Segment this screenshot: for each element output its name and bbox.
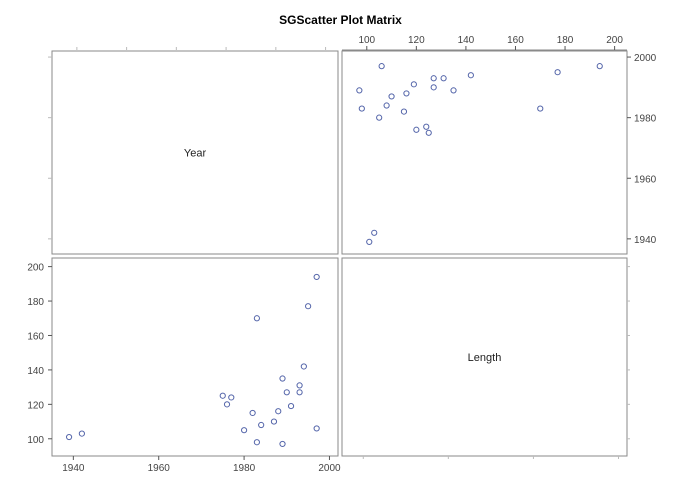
bottom-axis-tick-label: 1960: [148, 463, 171, 474]
scatter-point-length-vs-year: [554, 69, 561, 76]
top-axis-tick-label: 200: [606, 35, 623, 46]
bottom-axis-tick-label: 2000: [318, 463, 341, 474]
scatter-point-length-vs-year: [358, 105, 365, 112]
scatter-point-length-vs-year: [425, 129, 432, 136]
scatter-point-year-vs-length: [275, 408, 282, 415]
scatter-point-year-vs-length: [258, 421, 265, 429]
scatter-point-length-vs-year: [366, 238, 373, 245]
scatter-point-length-vs-year: [356, 87, 363, 94]
right-axis-tick-label: 2000: [634, 53, 657, 64]
scatter-point-year-vs-length: [270, 418, 278, 425]
scatter-point-year-vs-length: [240, 427, 248, 434]
scatter-point-length-vs-year: [378, 63, 385, 70]
scatter-point-year-vs-length: [300, 363, 307, 370]
scatter-point-length-vs-year: [388, 93, 395, 100]
scatter-point-year-vs-length: [313, 425, 320, 432]
panel-frame-bl: [51, 257, 339, 457]
bottom-axis-tick-label: 1980: [233, 463, 256, 474]
top-axis-tick-label: 140: [458, 35, 475, 46]
scatter-point-year-vs-length: [223, 401, 231, 408]
top-axis-tick-label: 180: [557, 35, 574, 46]
left-axis-tick-label: 160: [27, 331, 44, 342]
scatter-point-year-vs-length: [296, 389, 303, 396]
right-axis-tick-label: 1940: [634, 235, 657, 246]
scatter-point-year-vs-length: [287, 402, 295, 410]
scatter-point-length-vs-year: [537, 105, 544, 112]
scatter-point-year-vs-length: [253, 315, 260, 322]
scatter-point-length-vs-year: [383, 102, 390, 109]
scatter-point-length-vs-year: [467, 72, 474, 79]
top-axis-tick-label: 100: [358, 35, 375, 46]
left-axis-tick-label: 100: [27, 435, 44, 446]
scatter-point-length-vs-year: [450, 87, 457, 94]
left-axis-tick-label: 200: [27, 263, 44, 274]
scatter-point-year-vs-length: [249, 409, 256, 417]
right-axis-tick-label: 1960: [634, 174, 657, 185]
diagonal-label-length: Length: [468, 352, 502, 364]
right-axis-tick-label: 1980: [634, 114, 657, 125]
scatter-point-length-vs-year: [440, 75, 447, 82]
scatter-point-year-vs-length: [279, 440, 286, 448]
scatter-point-length-vs-year: [430, 75, 437, 82]
scatter-point-length-vs-year: [403, 90, 410, 97]
scatter-point-year-vs-length: [65, 433, 73, 441]
chart-title: SGScatter Plot Matrix: [279, 13, 402, 27]
scatter-point-year-vs-length: [78, 430, 85, 437]
panel-frame-br: [341, 257, 628, 457]
diagonal-label-year: Year: [184, 148, 207, 160]
scatter-point-year-vs-length: [279, 375, 286, 382]
left-axis-tick-label: 120: [27, 400, 44, 411]
scatter-point-year-vs-length: [219, 392, 226, 399]
panel-frame-tl: [51, 50, 339, 255]
scatter-point-year-vs-length: [283, 389, 290, 396]
scatter-point-length-vs-year: [371, 229, 378, 236]
bottom-axis-tick-label: 1940: [62, 463, 85, 474]
scatter-point-year-vs-length: [253, 439, 260, 446]
scatter-point-length-vs-year: [413, 126, 420, 133]
left-axis-tick-label: 180: [27, 297, 44, 308]
scatter-point-year-vs-length: [313, 273, 320, 281]
scatter-point-length-vs-year: [376, 114, 383, 121]
top-axis-tick-label: 120: [408, 35, 425, 46]
panel-frame-tr: [341, 50, 628, 255]
scatter-point-year-vs-length: [296, 382, 303, 389]
scatter-point-length-vs-year: [400, 108, 408, 115]
left-axis-tick-label: 140: [27, 366, 44, 377]
scatter-point-length-vs-year: [430, 84, 437, 91]
top-axis-tick-label: 160: [507, 35, 524, 46]
scatter-point-length-vs-year: [596, 63, 603, 70]
scatter-point-length-vs-year: [410, 81, 417, 88]
scatter-point-length-vs-year: [423, 123, 430, 130]
scatter-point-year-vs-length: [228, 394, 235, 401]
scatter-point-year-vs-length: [305, 303, 312, 310]
